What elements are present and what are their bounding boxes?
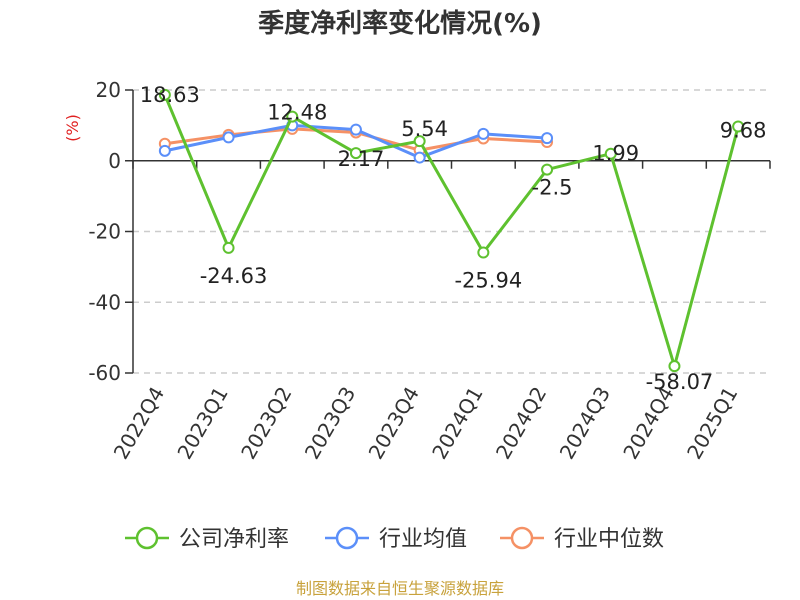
legend-label: 公司净利率 <box>179 527 289 552</box>
legend-label: 行业中位数 <box>554 527 664 552</box>
y-tick-label: 20 <box>96 78 121 102</box>
data-point <box>158 144 171 157</box>
data-point <box>158 88 171 101</box>
x-tick-label: 2023Q1 <box>172 383 232 464</box>
data-point <box>732 120 745 133</box>
data-point <box>349 147 362 160</box>
data-point <box>413 151 426 164</box>
data-label: 2.17 <box>338 147 385 171</box>
x-tick-label: 2023Q4 <box>364 383 424 464</box>
data-point <box>668 360 681 373</box>
x-tick-label: 2024Q1 <box>427 382 487 463</box>
y-tick-label: 0 <box>108 149 121 173</box>
data-point <box>604 147 617 160</box>
legend-item-2[interactable]: 行业中位数 <box>500 526 664 552</box>
data-label: 18.63 <box>140 83 200 107</box>
legend-label: 行业均值 <box>379 527 467 552</box>
y-axis-label: (%) <box>63 114 82 142</box>
x-tick-label: 2023Q3 <box>300 383 360 464</box>
x-tick-label: 2024Q2 <box>491 383 551 464</box>
data-point <box>541 163 554 176</box>
legend[interactable]: 公司净利率 行业均值 行业中位数 <box>125 526 664 552</box>
gridlines <box>133 89 770 374</box>
data-label: -58.07 <box>646 370 714 394</box>
y-tick-label: -40 <box>88 290 121 314</box>
series-lines <box>158 88 745 373</box>
data-label: 12.48 <box>267 101 327 125</box>
legend-item-1[interactable]: 行业均值 <box>325 526 467 552</box>
legend-item-0[interactable]: 公司净利率 <box>125 526 289 552</box>
y-tick-label: -60 <box>88 361 121 385</box>
data-point <box>413 135 426 148</box>
data-point <box>222 131 235 144</box>
x-tick-label: 2024Q4 <box>618 383 678 464</box>
data-label: -24.63 <box>200 264 268 288</box>
legend-marker-icon <box>335 526 359 550</box>
data-label: 9.68 <box>720 119 767 143</box>
data-point <box>222 241 235 254</box>
data-labels: 18.63 -24.63 12.48 2.17 5.54 -25.94 -2.5 1.99 -5… <box>140 83 767 394</box>
data-label: 5.54 <box>401 117 448 141</box>
data-point <box>541 132 554 145</box>
legend-marker-icon <box>135 526 159 550</box>
x-tick-label: 2024Q3 <box>555 383 615 464</box>
data-label: -25.94 <box>454 269 522 293</box>
data-point <box>477 127 490 140</box>
legend-marker-icon <box>510 526 534 550</box>
data-point <box>349 123 362 136</box>
data-point <box>477 246 490 259</box>
source-note: 制图数据来自恒生聚源数据库 <box>296 579 504 598</box>
chart-title: 季度净利率变化情况(%) <box>258 8 542 39</box>
x-tick-label: 2023Q2 <box>236 383 296 464</box>
data-label: 1.99 <box>592 142 639 166</box>
data-label: -2.5 <box>532 176 573 200</box>
series-line-0 <box>163 94 740 368</box>
data-point <box>286 110 299 123</box>
y-tick-label: -20 <box>88 220 121 244</box>
x-tick-label: 2022Q4 <box>109 383 169 464</box>
x-tick-label: 2025Q1 <box>682 383 742 464</box>
